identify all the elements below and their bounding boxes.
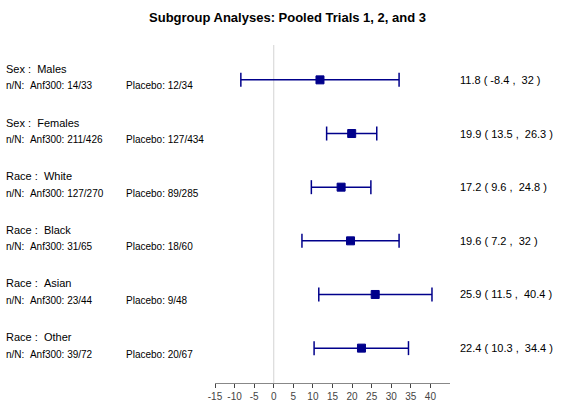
svg-text:22.4 ( 10.3 , 34.4 ): 22.4 ( 10.3 , 34.4 )	[460, 342, 553, 354]
svg-text:Placebo: 89/285: Placebo: 89/285	[126, 188, 199, 199]
svg-text:25: 25	[366, 391, 378, 402]
svg-text:n/N: Anf300: 31/65: n/N: Anf300: 31/65	[6, 241, 93, 252]
svg-text:-10: -10	[227, 391, 242, 402]
svg-text:Race : Other: Race : Other	[6, 331, 72, 343]
svg-text:15: 15	[327, 391, 339, 402]
svg-text:n/N: Anf300: 211/426: n/N: Anf300: 211/426	[6, 134, 103, 145]
svg-text:n/N: Anf300: 23/44: n/N: Anf300: 23/44	[6, 295, 93, 306]
svg-text:25.9 ( 11.5 , 40.4 ): 25.9 ( 11.5 , 40.4 )	[460, 288, 552, 300]
svg-text:20: 20	[347, 391, 359, 402]
svg-text:-5: -5	[250, 391, 259, 402]
svg-text:n/N: Anf300: 39/72: n/N: Anf300: 39/72	[6, 349, 93, 360]
svg-text:Placebo: 18/60: Placebo: 18/60	[126, 241, 193, 252]
svg-text:Placebo: 12/34: Placebo: 12/34	[126, 80, 193, 91]
svg-text:10: 10	[307, 391, 319, 402]
svg-text:35: 35	[405, 391, 417, 402]
svg-text:Sex : Males: Sex : Males	[6, 63, 67, 75]
svg-text:n/N: Anf300: 14/33: n/N: Anf300: 14/33	[6, 80, 93, 91]
svg-text:5: 5	[291, 391, 297, 402]
svg-text:0: 0	[271, 391, 277, 402]
svg-text:Subgroup Analyses: Pooled Tria: Subgroup Analyses: Pooled Trials 1, 2, a…	[149, 10, 426, 25]
svg-text:Race : Asian: Race : Asian	[6, 277, 71, 289]
svg-text:Race : White: Race : White	[6, 170, 72, 182]
svg-text:-15: -15	[208, 391, 223, 402]
svg-text:Sex : Females: Sex : Females	[6, 117, 80, 129]
svg-text:Placebo: 127/434: Placebo: 127/434	[126, 134, 204, 145]
svg-text:n/N: Anf300: 127/270: n/N: Anf300: 127/270	[6, 188, 104, 199]
svg-text:30: 30	[386, 391, 398, 402]
svg-text:Placebo: 20/67: Placebo: 20/67	[126, 349, 193, 360]
svg-text:Race : Black: Race : Black	[6, 224, 71, 236]
svg-text:17.2 ( 9.6 , 24.8 ): 17.2 ( 9.6 , 24.8 )	[460, 181, 547, 193]
svg-text:Placebo: 9/48: Placebo: 9/48	[126, 295, 188, 306]
svg-text:40: 40	[425, 391, 437, 402]
svg-text:11.8 ( -8.4 , 32 ): 11.8 ( -8.4 , 32 )	[460, 74, 541, 86]
svg-text:19.6 ( 7.2 , 32 ): 19.6 ( 7.2 , 32 )	[460, 235, 538, 247]
svg-text:19.9 ( 13.5 , 26.3 ): 19.9 ( 13.5 , 26.3 )	[460, 128, 553, 140]
